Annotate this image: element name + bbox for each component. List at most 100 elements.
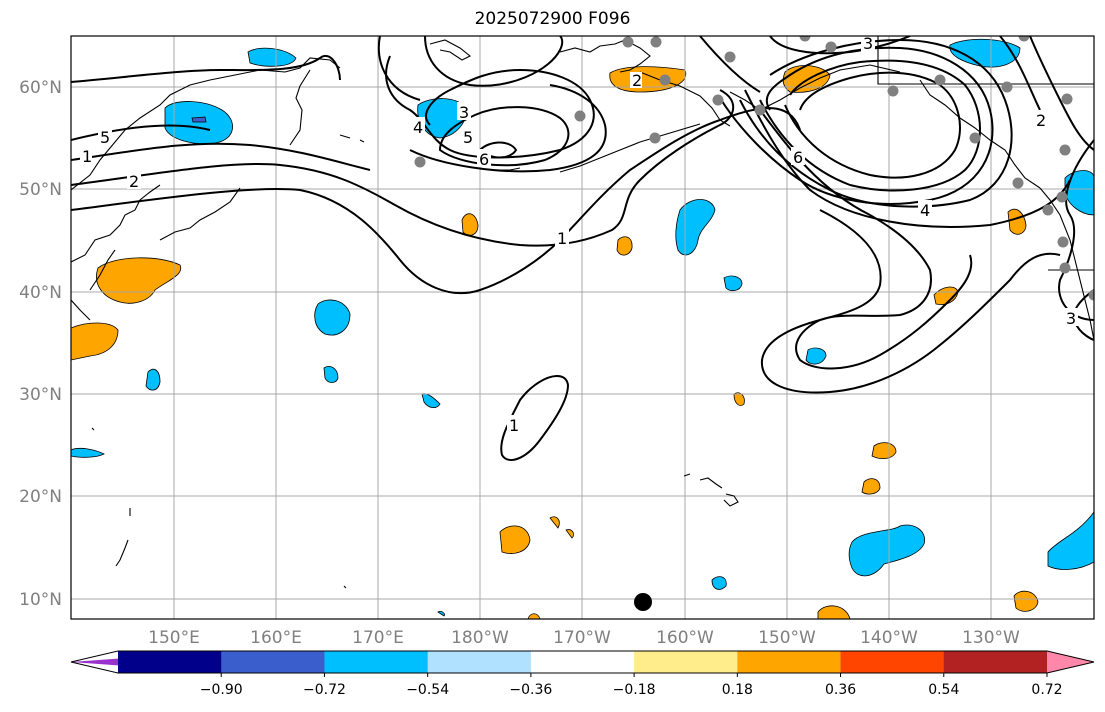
contour-line: [769, 36, 911, 55]
station-dot: [414, 156, 426, 168]
colorbar-segment: [324, 651, 429, 673]
contour-label: 1: [557, 229, 567, 248]
cool-anomaly: [164, 101, 233, 145]
cool-anomaly: [675, 199, 716, 256]
latitude-labels: 60°N 50°N 40°N 30°N 20°N 10°N: [19, 78, 62, 610]
station-dot: [1059, 144, 1071, 156]
contour-label: 1: [509, 416, 519, 435]
contour-label: 3: [459, 103, 469, 122]
contour-line: [744, 89, 1071, 228]
contour-labels: 5 2 3 4 5 6 1 3 6 4 1 2 3 1: [80, 34, 1078, 435]
station-dot: [1056, 191, 1068, 203]
colorbar-segment: [840, 651, 945, 673]
station-dot: [1001, 81, 1013, 93]
cool-anomaly: [848, 524, 926, 577]
contour-label: 1: [82, 147, 92, 166]
station-dot: [934, 74, 946, 86]
cool-anomaly: [145, 368, 161, 391]
contour-line: [71, 124, 211, 141]
station-dot: [1042, 204, 1054, 216]
contour-line: [1058, 139, 1094, 321]
anomaly-fills: [71, 38, 1094, 619]
colorbar-segment: [118, 651, 222, 673]
station-dot: [724, 51, 736, 63]
contour-label: 2: [632, 71, 642, 90]
station-dots: [414, 36, 1094, 301]
warm-anomaly: [565, 529, 574, 539]
cool-anomaly: [71, 447, 105, 458]
station-dot: [1012, 177, 1024, 189]
warm-anomaly: [1013, 590, 1039, 612]
colorbar-segment: [221, 651, 325, 673]
lon-label: 130°W: [962, 628, 1020, 648]
lon-label: 150°W: [758, 628, 816, 648]
station-dot: [622, 36, 634, 48]
station-dot: [887, 85, 899, 97]
contour-line: [500, 375, 570, 461]
warm-anomaly: [733, 392, 745, 406]
contour-line: [71, 107, 801, 295]
station-dot: [1061, 93, 1073, 105]
station-dot: [712, 94, 724, 106]
lon-label: 170°E: [352, 628, 404, 648]
cool-anomaly: [1064, 170, 1094, 216]
colorbar-tick-label: 0.18: [722, 682, 753, 698]
lat-label: 40°N: [19, 283, 62, 303]
station-dot: [1057, 236, 1069, 248]
colorbar-segment: [943, 651, 1048, 673]
contour-line: [739, 38, 1013, 208]
contour-line: [784, 71, 961, 179]
colorbar-tick-label: −0.18: [613, 682, 656, 698]
contour-line: [71, 142, 371, 171]
contour-line: [760, 209, 1061, 394]
cool-anomaly: [711, 576, 727, 590]
station-dot: [1088, 289, 1094, 301]
contour-line: [999, 36, 1041, 111]
station-dot: [1018, 36, 1030, 42]
cool-anomaly: [247, 47, 297, 67]
contour-label: 5: [463, 128, 473, 147]
colorbar-outline: [70, 650, 1095, 674]
contour-label: 4: [920, 201, 930, 220]
station-dot: [574, 110, 586, 122]
lat-label: 60°N: [19, 78, 62, 98]
contour-label: 2: [129, 172, 139, 191]
warm-anomaly: [1007, 208, 1027, 235]
station-dot: [1059, 262, 1071, 274]
contour-label: 5: [100, 128, 110, 147]
contour-label: 4: [413, 118, 423, 137]
contour-label: 6: [479, 150, 489, 169]
coastlines: [71, 36, 1094, 589]
longitude-labels: 150°E 160°E 170°E 180°W 170°W 160°W 150°…: [148, 628, 1020, 648]
warm-anomaly: [549, 516, 560, 529]
contour-line: [409, 84, 607, 173]
map-frame: [70, 35, 1095, 620]
colorbar-segment: [427, 651, 532, 673]
contour-line: [377, 36, 421, 101]
warm-anomaly: [499, 525, 531, 554]
cool-anomaly: [421, 393, 441, 408]
colorbar-tick-label: −0.72: [303, 682, 346, 698]
warm-anomaly: [817, 605, 851, 619]
cool-anomaly: [723, 275, 743, 292]
contour-line: [699, 36, 761, 93]
storm-marker: [634, 593, 652, 611]
lon-label: 150°E: [148, 628, 200, 648]
contour-line: [71, 55, 341, 83]
warm-anomaly: [871, 442, 897, 460]
cool-anomaly: [949, 38, 1021, 68]
colorbar-segment: [737, 651, 842, 673]
contour-line: [71, 89, 735, 247]
colorbar-tick-label: −0.54: [406, 682, 449, 698]
contour-label: 2: [1036, 111, 1046, 130]
contours: [71, 36, 1094, 461]
map-plot-area: 5 2 3 4 5 6 1 3 6 4 1 2 3 1: [71, 34, 1094, 619]
colorbar-segment: [634, 651, 738, 673]
lon-label: 160°E: [250, 628, 302, 648]
contour-label: 3: [863, 34, 873, 53]
map-gridlines: [71, 36, 1094, 619]
station-dot: [659, 74, 671, 86]
colorbar-tick-label: −0.90: [200, 682, 243, 698]
colorbar-extend-high: [1047, 651, 1094, 673]
map-title: 2025072900 F096: [474, 9, 631, 29]
